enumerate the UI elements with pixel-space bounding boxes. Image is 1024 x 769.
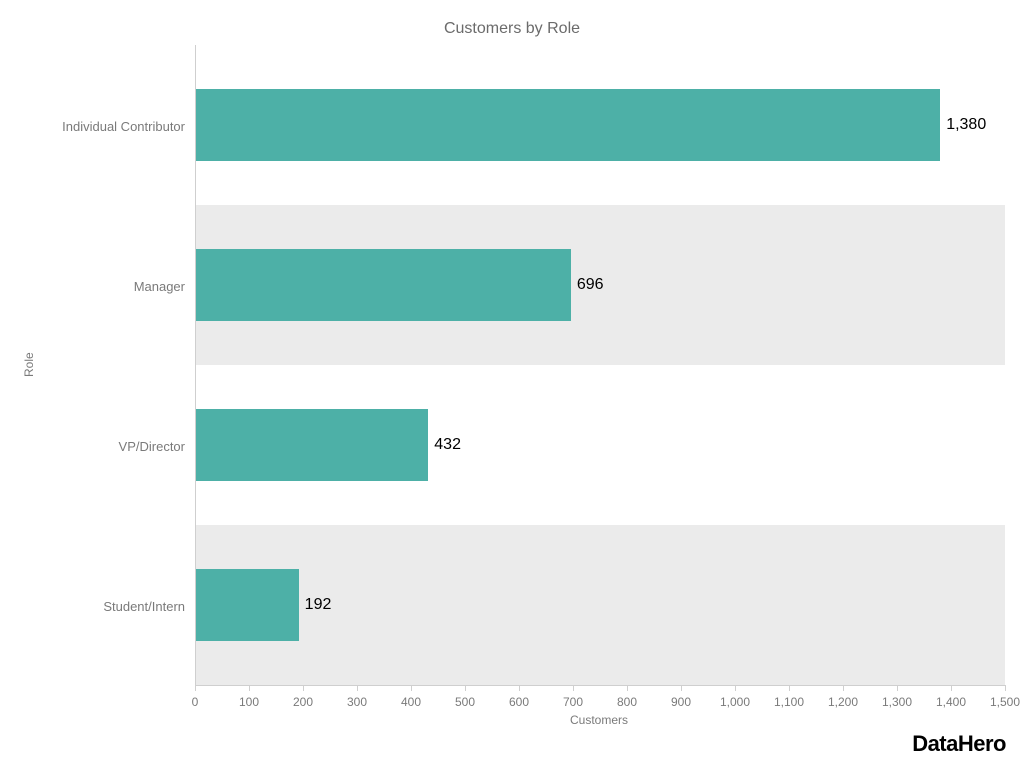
brand-logo: DataHero: [912, 731, 1006, 757]
x-tick-mark: [951, 685, 952, 691]
x-tick-label: 400: [401, 695, 421, 709]
chart-row: 432: [195, 365, 1005, 525]
x-tick-label: 600: [509, 695, 529, 709]
bar: [195, 409, 428, 481]
x-tick-label: 500: [455, 695, 475, 709]
x-tick-mark: [303, 685, 304, 691]
x-tick-label: 1,200: [828, 695, 858, 709]
bar: [195, 569, 299, 641]
category-label: Manager: [134, 279, 185, 294]
x-tick-label: 1,400: [936, 695, 966, 709]
chart-container: Customers by Role 1,380 696 432 192 Role Cu…: [0, 0, 1024, 769]
x-tick-mark: [789, 685, 790, 691]
bar: [195, 249, 571, 321]
x-tick-label: 800: [617, 695, 637, 709]
x-tick-label: 1,500: [990, 695, 1020, 709]
x-tick-label: 200: [293, 695, 313, 709]
category-label: VP/Director: [119, 439, 185, 454]
x-tick-mark: [357, 685, 358, 691]
x-tick-mark: [195, 685, 196, 691]
x-tick-label: 900: [671, 695, 691, 709]
category-label: Student/Intern: [103, 599, 185, 614]
chart-title: Customers by Role: [0, 20, 1024, 38]
plot-area: 1,380 696 432 192: [195, 45, 1005, 685]
x-axis-title: Customers: [570, 713, 628, 727]
x-tick-mark: [681, 685, 682, 691]
x-axis-line: [195, 685, 1005, 686]
x-tick-mark: [843, 685, 844, 691]
x-tick-mark: [411, 685, 412, 691]
x-tick-label: 100: [239, 695, 259, 709]
x-tick-label: 1,000: [720, 695, 750, 709]
x-tick-mark: [573, 685, 574, 691]
x-tick-label: 1,300: [882, 695, 912, 709]
x-tick-mark: [897, 685, 898, 691]
x-tick-mark: [249, 685, 250, 691]
category-label: Individual Contributor: [62, 119, 185, 134]
bar-value-label: 192: [305, 596, 332, 614]
bar-value-label: 1,380: [946, 116, 986, 134]
x-tick-label: 300: [347, 695, 367, 709]
x-tick-mark: [735, 685, 736, 691]
chart-row: 1,380: [195, 45, 1005, 205]
x-tick-mark: [465, 685, 466, 691]
x-tick-mark: [627, 685, 628, 691]
x-tick-label: 1,100: [774, 695, 804, 709]
bar-value-label: 696: [577, 276, 604, 294]
y-axis-line: [195, 45, 196, 685]
x-tick-label: 0: [192, 695, 199, 709]
x-tick-mark: [1005, 685, 1006, 691]
chart-row: 696: [195, 205, 1005, 365]
bar: [195, 89, 940, 161]
x-tick-mark: [519, 685, 520, 691]
y-axis-title: Role: [22, 352, 36, 377]
bar-value-label: 432: [434, 436, 461, 454]
x-tick-label: 700: [563, 695, 583, 709]
chart-row: 192: [195, 525, 1005, 685]
